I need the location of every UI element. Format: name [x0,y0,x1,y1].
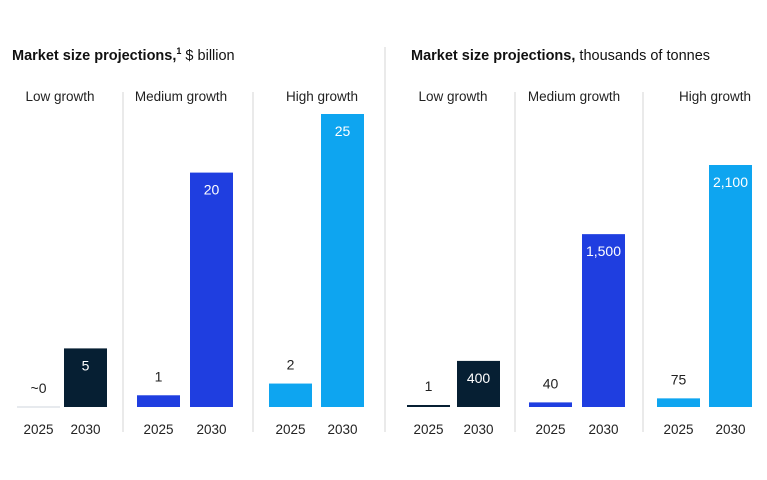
year-label: 2030 [196,422,226,437]
bar [269,383,312,407]
data-label: 40 [543,375,559,391]
bar [582,234,625,407]
chart-title-main: Market size projections, [12,48,176,64]
data-label: 1 [155,368,163,384]
group-label: High growth [679,89,751,104]
chart-unit: thousands of tonnes [575,48,710,64]
year-label: 2030 [70,422,100,437]
data-label: 5 [82,357,90,373]
chart-title: Market size projections,1 $ billion [12,46,235,64]
year-label: 2030 [715,422,745,437]
bar [190,172,233,407]
chart-title-main: Market size projections, [411,48,575,64]
year-label: 2025 [413,422,443,437]
data-label: 25 [335,123,351,139]
chart-title: Market size projections, thousands of to… [411,48,710,64]
bar [407,405,450,407]
bar [529,402,572,407]
bar [321,114,364,407]
data-label: 400 [467,370,491,386]
data-label: 20 [204,182,220,198]
group-label: Low growth [25,89,94,104]
bar [64,348,107,407]
bar [709,165,752,407]
group-label: Medium growth [528,89,620,104]
year-label: 2025 [23,422,53,437]
chart-title-footnote-marker: 1 [176,46,181,56]
year-label: 2025 [275,422,305,437]
data-label: 1 [425,378,433,394]
bar [137,395,180,407]
year-label: 2030 [327,422,357,437]
bar [657,398,700,407]
data-label: ~0 [31,380,47,396]
year-label: 2030 [588,422,618,437]
chart-unit: $ billion [181,48,234,64]
bar [457,360,500,407]
group-label: Medium growth [135,89,227,104]
data-label: 75 [671,371,687,387]
data-label: 2 [287,357,295,373]
year-label: 2030 [463,422,493,437]
data-label: 1,500 [586,243,621,259]
year-label: 2025 [535,422,565,437]
data-label: 2,100 [713,174,748,190]
group-label: High growth [286,89,358,104]
year-label: 2025 [143,422,173,437]
group-label: Low growth [418,89,487,104]
year-label: 2025 [663,422,693,437]
